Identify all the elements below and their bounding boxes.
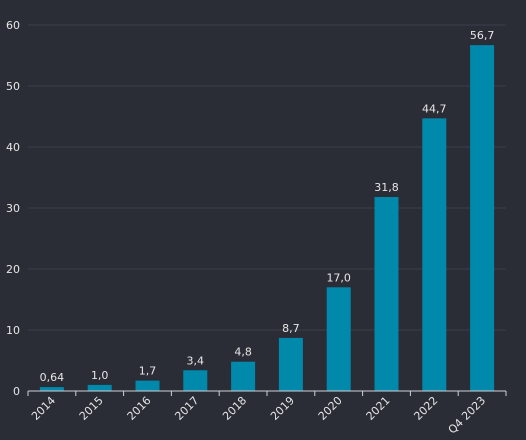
data-label: 0,64 — [40, 371, 65, 384]
x-tick-label: 2016 — [125, 394, 154, 423]
y-tick-label: 30 — [6, 202, 20, 215]
x-tick-label: 2018 — [220, 394, 249, 423]
x-tick-label: 2015 — [77, 394, 106, 423]
data-labels: 0,64 1,0 1,7 3,4 4,8 8,7 17,0 31,8 44,7 56,7 — [40, 29, 495, 384]
bar — [374, 197, 399, 391]
data-label: 8,7 — [282, 322, 300, 335]
bar — [231, 361, 256, 391]
y-tick-label: 10 — [6, 324, 20, 337]
x-tick-label: 2021 — [364, 394, 393, 423]
y-tick-label: 0 — [13, 385, 20, 398]
y-tick-label: 20 — [6, 263, 20, 276]
bar — [135, 380, 160, 391]
data-label: 1,7 — [139, 365, 157, 378]
y-tick-label: 60 — [6, 19, 20, 32]
x-tick-label: Q4 2023 — [446, 394, 489, 437]
bars — [39, 45, 495, 391]
bar — [183, 370, 208, 391]
data-label: 1,0 — [91, 369, 109, 382]
x-tick-label: 2022 — [411, 394, 440, 423]
bar — [39, 387, 64, 391]
x-tick-label: 2019 — [268, 394, 297, 423]
data-label: 56,7 — [470, 29, 495, 42]
data-label: 44,7 — [422, 102, 447, 115]
data-label: 31,8 — [374, 181, 399, 194]
bar — [326, 287, 351, 391]
y-tick-label: 40 — [6, 141, 20, 154]
data-label: 3,4 — [187, 354, 205, 367]
y-tick-label: 50 — [6, 80, 20, 93]
data-label: 4,8 — [234, 346, 252, 359]
data-label: 17,0 — [326, 271, 351, 284]
bar — [87, 384, 112, 391]
bar — [470, 45, 495, 391]
y-axis-ticks: 0 10 20 30 40 50 60 — [6, 19, 20, 398]
bar — [422, 118, 447, 391]
bar — [278, 337, 303, 391]
x-tick-label: 2020 — [316, 394, 345, 423]
x-axis: 2014 2015 2016 2017 2018 2019 2020 2021 2022 Q4 2… — [27, 390, 507, 437]
x-tick-label: 2014 — [29, 394, 58, 423]
x-tick-label: 2017 — [172, 394, 201, 423]
